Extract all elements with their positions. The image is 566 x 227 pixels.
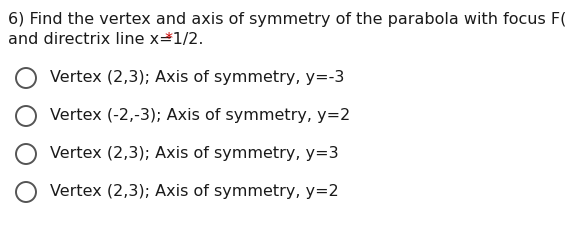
Text: Vertex (2,3); Axis of symmetry, y=-3: Vertex (2,3); Axis of symmetry, y=-3: [50, 70, 344, 85]
Text: Vertex (2,3); Axis of symmetry, y=2: Vertex (2,3); Axis of symmetry, y=2: [50, 184, 338, 199]
Text: *: *: [161, 32, 174, 47]
Text: Vertex (2,3); Axis of symmetry, y=3: Vertex (2,3); Axis of symmetry, y=3: [50, 146, 338, 161]
Text: 6) Find the vertex and axis of symmetry of the parabola with focus F(7/2,3): 6) Find the vertex and axis of symmetry …: [8, 12, 566, 27]
Text: and directrix line x=1/2.: and directrix line x=1/2.: [8, 32, 204, 47]
Text: Vertex (-2,-3); Axis of symmetry, y=2: Vertex (-2,-3); Axis of symmetry, y=2: [50, 108, 350, 123]
